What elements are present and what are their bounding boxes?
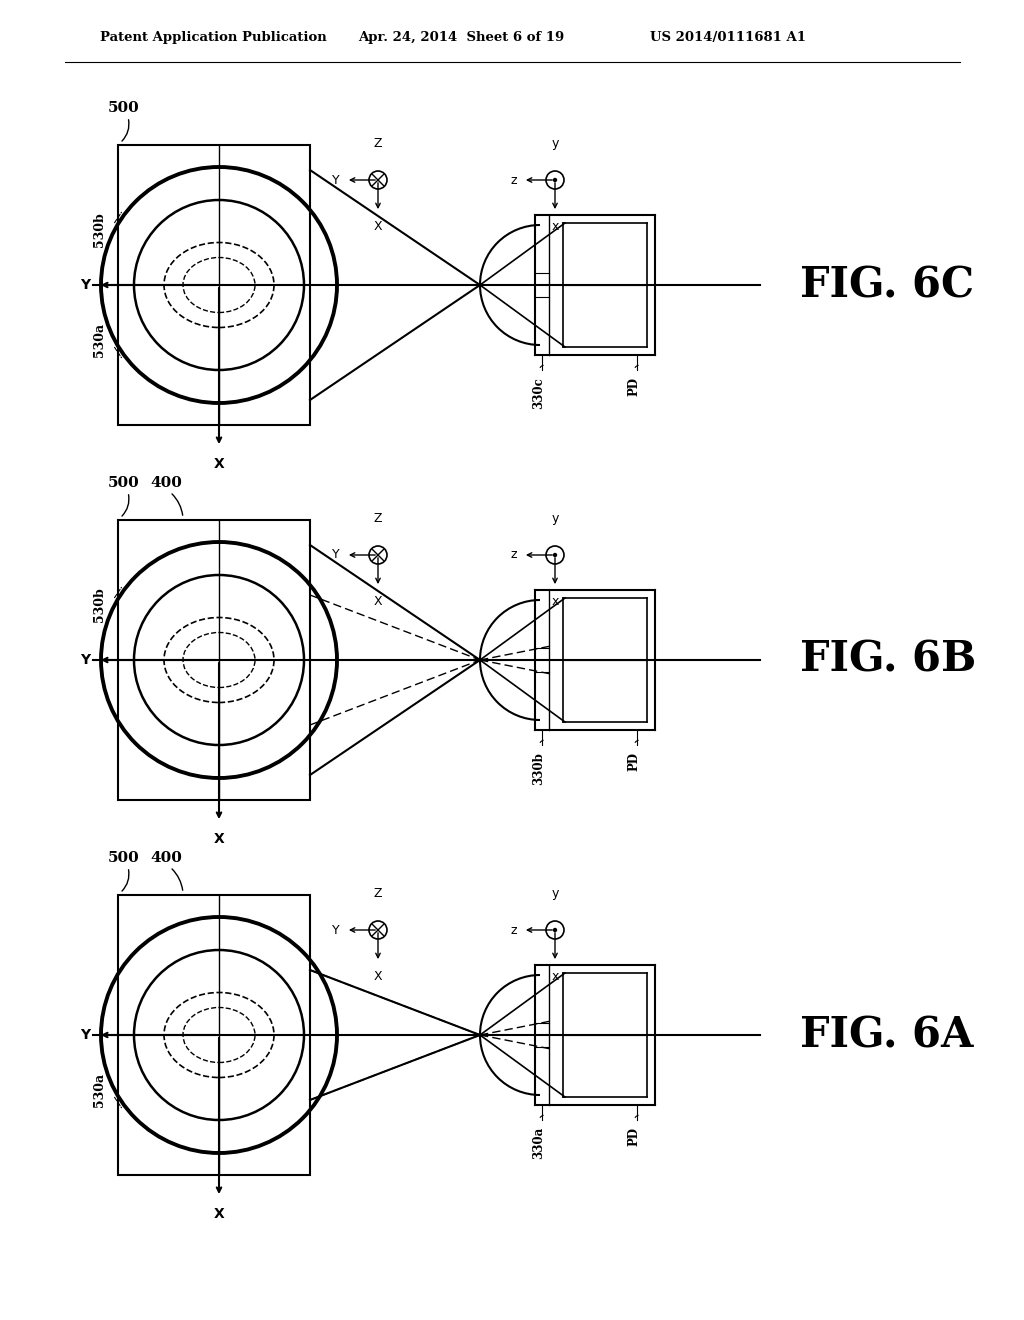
Text: Y: Y bbox=[333, 173, 340, 186]
Text: 530b: 530b bbox=[93, 213, 106, 247]
Text: Y: Y bbox=[80, 1028, 90, 1041]
Text: Z: Z bbox=[374, 137, 382, 150]
Text: Z: Z bbox=[374, 887, 382, 900]
Text: Y: Y bbox=[80, 279, 90, 292]
Text: Y: Y bbox=[333, 924, 340, 936]
Text: FIG. 6C: FIG. 6C bbox=[800, 264, 974, 306]
Text: z: z bbox=[511, 549, 517, 561]
Text: z: z bbox=[511, 173, 517, 186]
Ellipse shape bbox=[554, 928, 556, 932]
Text: 530a: 530a bbox=[93, 323, 106, 358]
Text: 530a: 530a bbox=[93, 1073, 106, 1107]
Text: 330a: 330a bbox=[532, 1127, 546, 1159]
Text: 500: 500 bbox=[108, 851, 139, 865]
Text: Y: Y bbox=[80, 653, 90, 667]
Text: FIG. 6B: FIG. 6B bbox=[800, 639, 976, 681]
Text: X: X bbox=[374, 220, 382, 234]
Text: X: X bbox=[214, 832, 224, 846]
Text: 400: 400 bbox=[150, 477, 182, 490]
Text: Apr. 24, 2014  Sheet 6 of 19: Apr. 24, 2014 Sheet 6 of 19 bbox=[358, 30, 564, 44]
Ellipse shape bbox=[554, 178, 556, 181]
Text: PD: PD bbox=[628, 378, 640, 396]
Text: X: X bbox=[214, 457, 224, 471]
Text: PD: PD bbox=[628, 1127, 640, 1146]
Text: Z: Z bbox=[374, 512, 382, 525]
Text: y: y bbox=[551, 887, 559, 900]
Text: 400: 400 bbox=[150, 851, 182, 865]
Text: 500: 500 bbox=[108, 102, 139, 115]
Text: X: X bbox=[374, 595, 382, 609]
Text: x: x bbox=[551, 595, 559, 609]
Text: PD: PD bbox=[628, 752, 640, 771]
Text: 530b: 530b bbox=[93, 587, 106, 622]
Text: x: x bbox=[551, 220, 559, 234]
Text: X: X bbox=[374, 970, 382, 983]
Text: X: X bbox=[214, 1206, 224, 1221]
Text: y: y bbox=[551, 512, 559, 525]
Text: Patent Application Publication: Patent Application Publication bbox=[100, 30, 327, 44]
Text: US 2014/0111681 A1: US 2014/0111681 A1 bbox=[650, 30, 806, 44]
Text: y: y bbox=[551, 137, 559, 150]
Text: 330c: 330c bbox=[532, 378, 546, 409]
Text: 500: 500 bbox=[108, 477, 139, 490]
Text: Y: Y bbox=[333, 549, 340, 561]
Text: FIG. 6A: FIG. 6A bbox=[800, 1014, 974, 1056]
Text: z: z bbox=[511, 924, 517, 936]
Ellipse shape bbox=[554, 553, 556, 557]
Text: 330b: 330b bbox=[532, 752, 546, 785]
Text: x: x bbox=[551, 970, 559, 983]
